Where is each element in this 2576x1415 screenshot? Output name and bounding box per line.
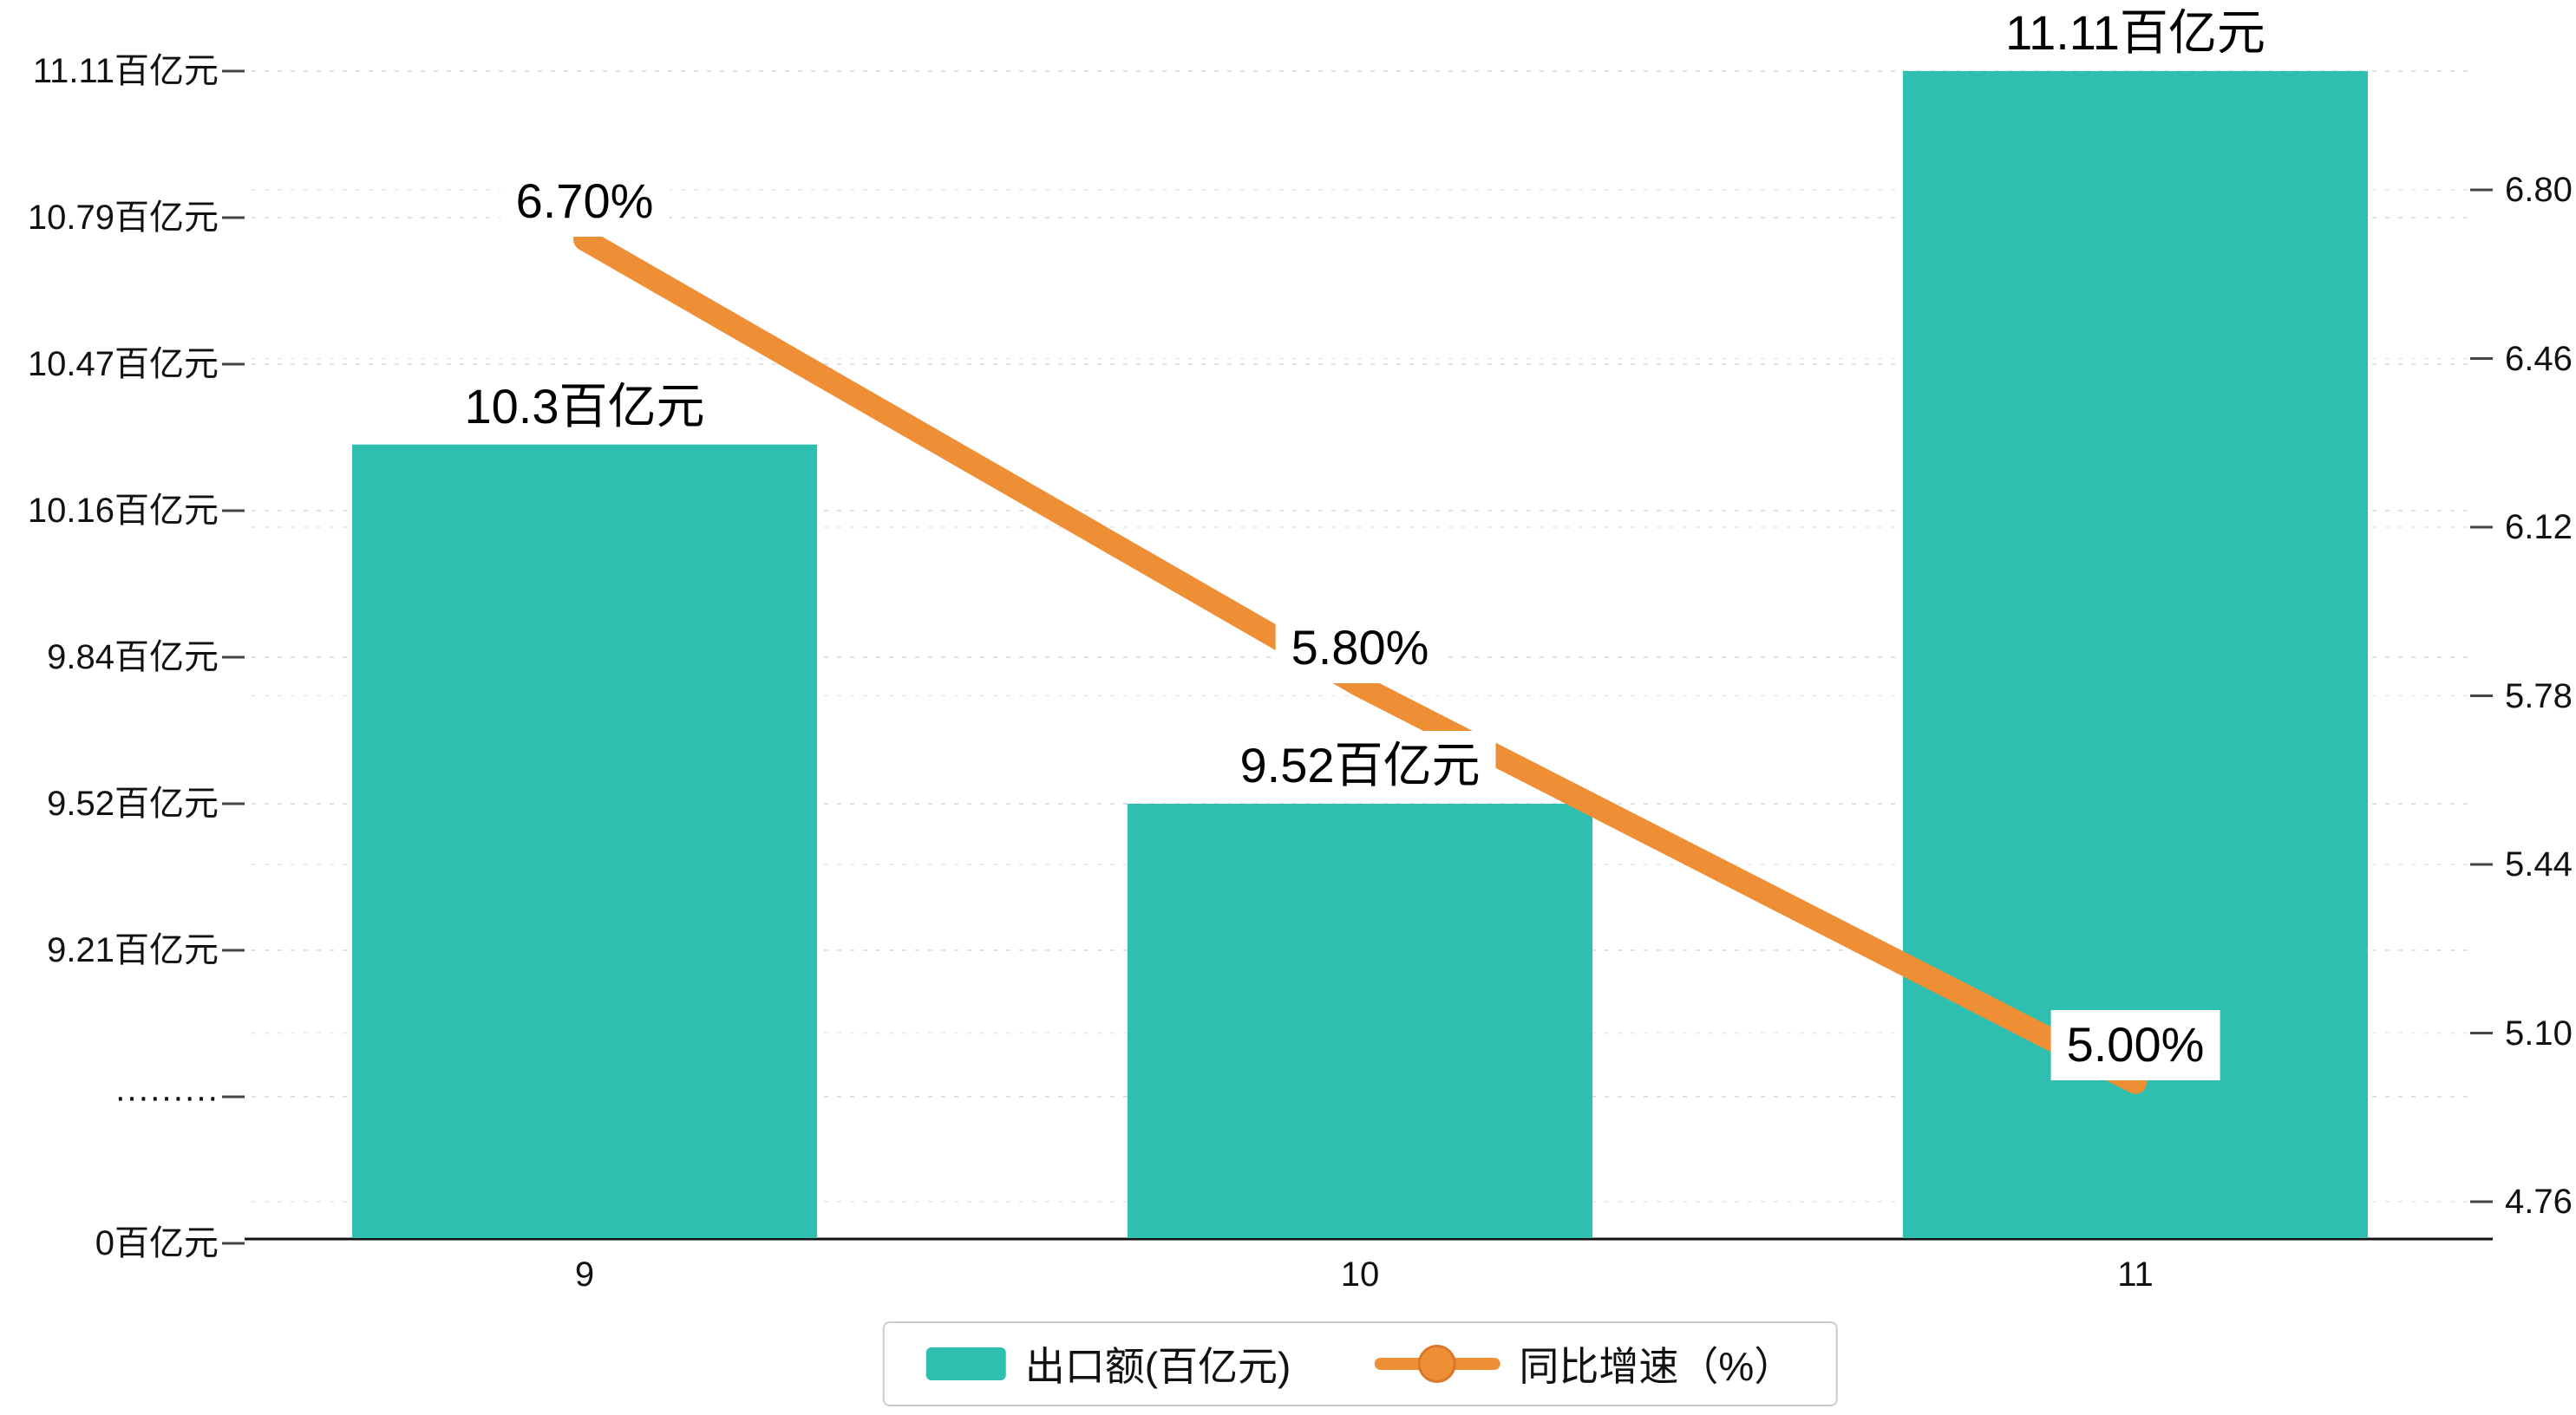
line-value-label: 6.70% [500,166,670,237]
line-series-marker-icon [1374,1345,1500,1383]
right-axis-tick-label: 6.12 [2505,508,2573,546]
bar-month-9 [352,444,817,1238]
legend-bar-label: 出口额(百亿元) [1024,1344,1291,1389]
x-axis-tick-label: 9 [574,1255,595,1294]
right-axis-tick-label: 5.10 [2505,1014,2573,1053]
growth-rate-line [573,228,2147,1094]
right-axis-tick-label: 6.80 [2505,171,2573,209]
line-value-label: 5.80% [1275,613,1445,683]
right-axis-tick-label: 5.44 [2505,845,2573,884]
left-axis-tick-label: ········· [114,1078,219,1116]
bar-series-swatch-icon [925,1347,1006,1380]
right-axis-tick-label: 5.78 [2505,676,2573,715]
bar-value-label: 9.52百亿元 [1224,731,1496,801]
legend-item-exports[interactable]: 出口额(百亿元) [925,1335,1291,1392]
left-axis-tick-label: 0百亿元 [95,1224,219,1262]
legend-item-growth[interactable]: 同比增速（%） [1374,1335,1794,1392]
left-axis-tick-label: 10.47百亿元 [27,345,219,383]
left-axis-tick-label: 10.79百亿元 [27,199,219,237]
line-value-label: 5.00% [2050,1009,2220,1080]
bar-value-label: 10.3百亿元 [448,371,721,442]
left-axis-tick-label: 9.52百亿元 [47,785,219,823]
legend-line-label: 同比增速（%） [1519,1344,1795,1389]
left-axis-tick-label: 9.84百亿元 [47,638,219,676]
x-axis-tick-label: 10 [1340,1255,1380,1294]
bar-value-label: 11.11百亿元 [1990,0,2281,68]
left-axis-tick-label: 10.16百亿元 [27,492,219,530]
bar-month-10 [1128,804,1592,1238]
legend[interactable]: 出口额(百亿元) 同比增速（%） [882,1321,1838,1406]
x-axis-tick-label: 11 [2117,1255,2154,1294]
right-axis-tick-label: 6.46 [2505,339,2573,378]
right-axis-tick-label: 4.76 [2505,1183,2573,1221]
left-axis-tick-label: 9.21百亿元 [47,931,219,969]
left-axis-tick-label: 11.11百亿元 [32,52,219,90]
